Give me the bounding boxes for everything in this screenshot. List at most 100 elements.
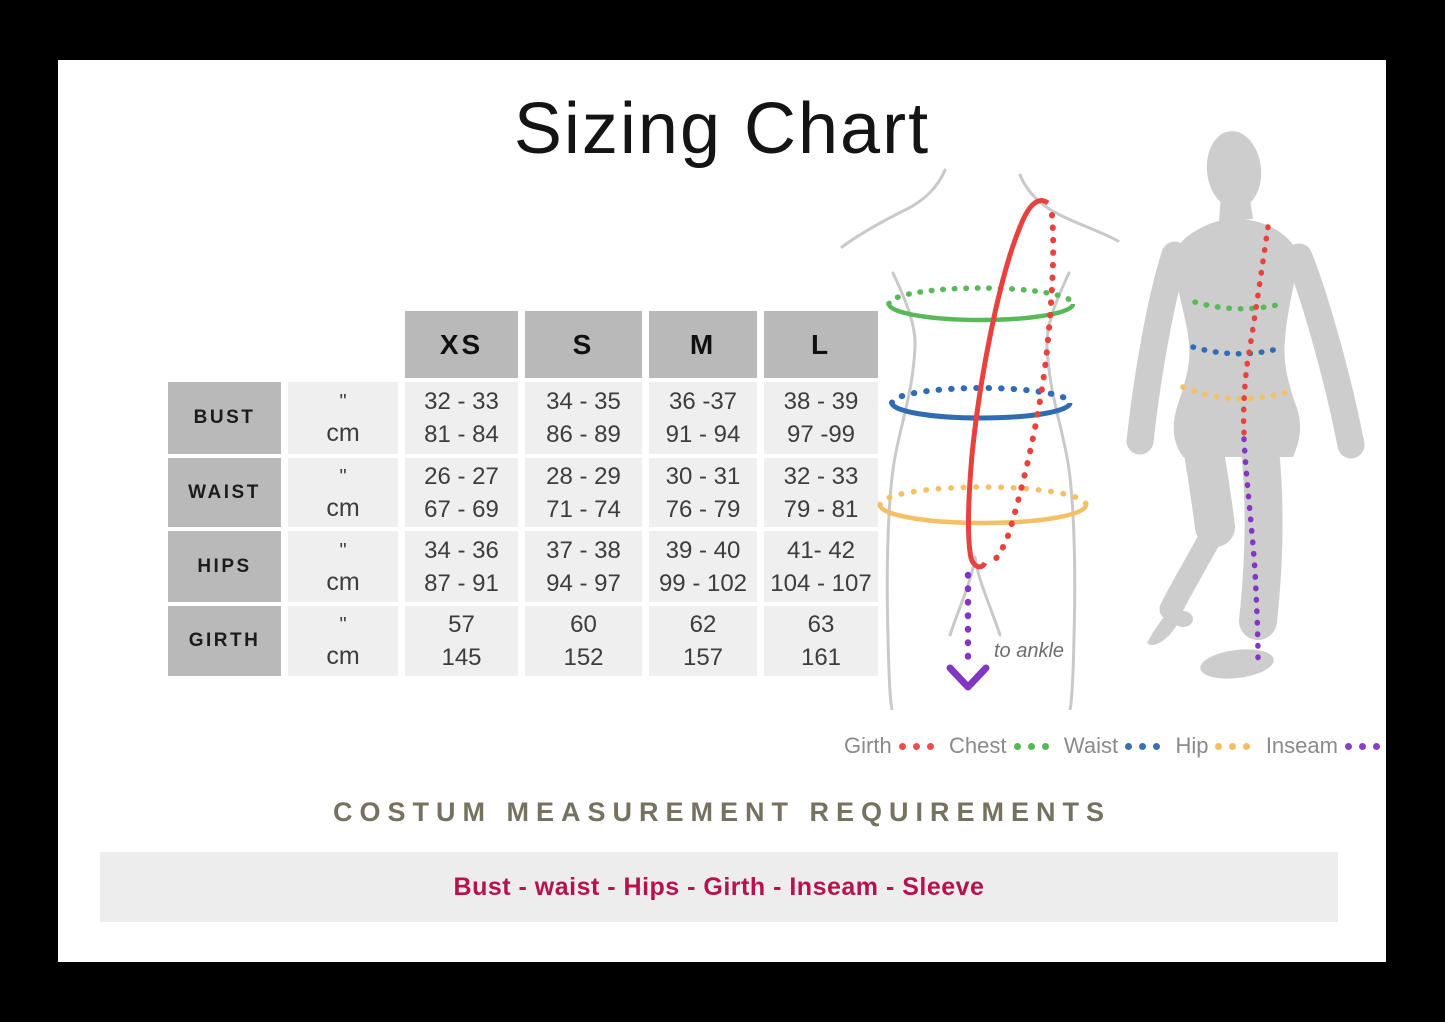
- value-inches: 41- 42: [786, 536, 856, 564]
- legend-dot-icon: [898, 742, 906, 750]
- value-inches: 60: [570, 611, 597, 638]
- value-cell-waist-s: 28 - 29 71 - 74: [525, 458, 642, 527]
- size-header-s: S: [525, 311, 642, 378]
- legend-item-chest: Chest: [949, 733, 1049, 759]
- chest-dotted-line: [1192, 299, 1288, 312]
- value-cm: 145: [441, 644, 482, 671]
- torso-measurement-diagram: to ankle: [840, 168, 1120, 710]
- requirements-banner-text: Bust - waist - Hips - Girth - Inseam - S…: [453, 872, 985, 901]
- value-inches: 26 - 27: [424, 462, 499, 490]
- value-inches: 34 - 35: [546, 388, 621, 415]
- value-cell-hips-m: 39 - 40 99 - 102: [649, 531, 757, 602]
- table-corner-spacer: [168, 311, 281, 378]
- legend-dot-icon: [1139, 742, 1147, 750]
- value-inches: 36 -37: [668, 388, 738, 415]
- legend-label-girth: Girth: [844, 733, 892, 758]
- waist-line: [889, 385, 1073, 421]
- value-cm: 99 - 102: [658, 569, 748, 597]
- unit-cell: " cm: [288, 531, 398, 602]
- unit-inches-label: ": [339, 614, 347, 636]
- legend-dot-icon: [1358, 742, 1366, 750]
- unit-cell: " cm: [288, 382, 398, 454]
- legend-dots-chest: [1013, 742, 1049, 750]
- unit-cell: " cm: [288, 458, 398, 527]
- girth-line: [966, 198, 1057, 570]
- sizing-chart-canvas: Sizing Chart XS S M L BUST " cm 32 - 33 81 - 84 3…: [58, 60, 1386, 962]
- legend-label-waist: Waist: [1063, 733, 1119, 758]
- value-cell-girth-l: 63 161: [764, 606, 878, 676]
- legend-dot-icon: [912, 742, 920, 750]
- body-silhouette: [1126, 131, 1365, 679]
- value-inches: 28 - 29: [546, 462, 621, 490]
- requirements-heading: COSTUM MEASUREMENT REQUIREMENTS: [332, 797, 1111, 827]
- value-cell-girth-s: 60 152: [525, 606, 642, 676]
- body-silhouette-diagram: [1126, 131, 1365, 679]
- value-inches: 39 - 40: [665, 536, 741, 564]
- legend-label-chest: Chest: [949, 733, 1007, 758]
- value-cm: 161: [800, 644, 842, 671]
- legend-dots-girth: [898, 742, 934, 750]
- inseam-dotted-line: [1241, 436, 1261, 662]
- legend-item-waist: Waist: [1063, 733, 1161, 759]
- legend-dot-icon: [1344, 742, 1352, 750]
- legend-dots-waist: [1125, 742, 1161, 750]
- value-cm: 71 - 74: [546, 495, 621, 523]
- value-cell-bust-l: 38 - 39 97 -99: [764, 382, 878, 454]
- value-cell-hips-l: 41- 42 104 - 107: [764, 531, 878, 602]
- legend-dot-icon: [1041, 742, 1049, 750]
- requirements-banner: Bust - waist - Hips - Girth - Inseam - S…: [100, 852, 1338, 922]
- torso-outline: [840, 168, 1120, 710]
- table-unit-spacer: [288, 311, 398, 378]
- unit-inches-label: ": [339, 391, 347, 413]
- legend-dot-icon: [1372, 742, 1380, 750]
- value-cell-girth-xs: 57 145: [405, 606, 518, 676]
- legend-dots-inseam: [1344, 742, 1380, 750]
- value-cm: 81 - 84: [424, 421, 499, 448]
- chest-line: [886, 285, 1076, 323]
- value-cell-waist-xs: 26 - 27 67 - 69: [405, 458, 518, 527]
- value-cm: 79 - 81: [783, 495, 859, 523]
- value-cm: 152: [563, 644, 604, 671]
- page-title: Sizing Chart: [513, 89, 931, 169]
- row-label-waist: WAIST: [168, 458, 281, 527]
- value-cm: 157: [682, 644, 724, 671]
- value-cm: 86 - 89: [546, 421, 621, 448]
- value-cell-hips-s: 37 - 38 94 - 97: [525, 531, 642, 602]
- unit-inches-label: ": [339, 465, 347, 488]
- legend-dot-icon: [1013, 742, 1021, 750]
- legend-dot-icon: [1229, 742, 1237, 750]
- value-cm: 104 - 107: [770, 569, 872, 597]
- legend-dot-icon: [926, 742, 934, 750]
- value-cm: 76 - 79: [665, 495, 741, 523]
- value-inches: 30 - 31: [665, 462, 741, 490]
- waist-dotted-line: [1190, 344, 1284, 357]
- hip-line: [877, 484, 1089, 526]
- value-cell-waist-l: 32 - 33 79 - 81: [764, 458, 878, 527]
- legend-label-hip: Hip: [1175, 733, 1209, 758]
- inseam-arrow: [946, 571, 990, 691]
- value-cm: 87 - 91: [424, 569, 499, 597]
- size-header-m: M: [649, 311, 757, 378]
- value-inches: 57: [448, 611, 475, 638]
- legend-dots-hip: [1215, 742, 1251, 750]
- value-cm: 91 - 94: [665, 421, 741, 448]
- legend-dot-icon: [1153, 742, 1161, 750]
- row-label-girth: GIRTH: [168, 606, 281, 676]
- size-header-l: L: [764, 311, 878, 378]
- legend-label-inseam: Inseam: [1265, 733, 1338, 758]
- size-header-xs: XS: [405, 311, 518, 378]
- value-cell-bust-s: 34 - 35 86 - 89: [525, 382, 642, 454]
- value-cm: 67 - 69: [424, 495, 499, 523]
- row-label-bust: BUST: [168, 382, 281, 454]
- value-inches: 62: [689, 611, 717, 638]
- unit-cell: " cm: [288, 606, 398, 676]
- value-inches: 32 - 33: [783, 462, 859, 490]
- girth-dotted-line: [1240, 224, 1271, 436]
- value-cm: 94 - 97: [546, 569, 621, 597]
- legend-item-inseam: Inseam: [1266, 733, 1380, 759]
- value-inches: 32 - 33: [424, 388, 499, 415]
- measurement-legend: Girth Chest Waist Hip Inseam: [844, 728, 1380, 764]
- value-inches: 38 - 39: [783, 388, 859, 415]
- legend-item-girth: Girth: [844, 733, 934, 759]
